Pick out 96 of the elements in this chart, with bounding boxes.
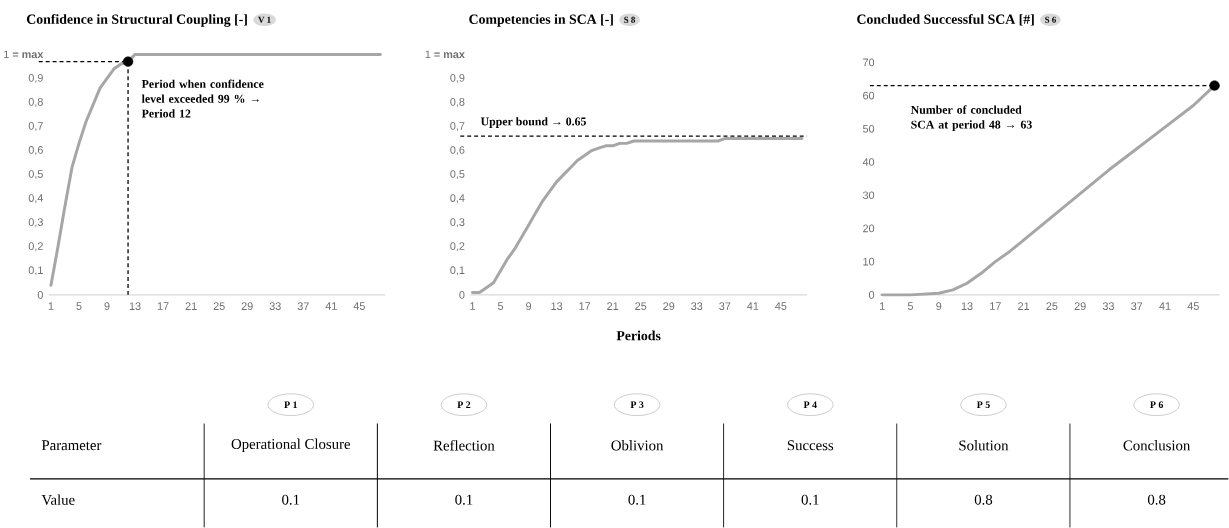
x-tick-label: 9: [104, 302, 110, 311]
x-tick-label: 25: [635, 302, 647, 311]
y-tick-label: 0,9: [450, 74, 465, 83]
x-tick-label: 33: [269, 302, 281, 311]
category-label: Solution: [959, 440, 1009, 451]
x-tick-label: 25: [213, 302, 225, 311]
x-tick-label: 37: [297, 302, 309, 311]
y-tick-label: 0,4: [450, 194, 465, 204]
chart-title: Competencies in SCA [-]: [469, 14, 613, 27]
y-tick-label: 1 = max: [4, 50, 44, 59]
x-tick-label: 41: [747, 302, 759, 310]
y-tick-label: 60: [863, 91, 875, 100]
y-tick-label: 0,1: [28, 266, 43, 276]
data-label: 0.8: [974, 494, 993, 505]
y-tick-label: 30: [862, 191, 875, 200]
y-tick-label: 1 = max: [425, 50, 465, 59]
y-tick-label: 70: [863, 58, 875, 67]
data-label: 0.1: [282, 494, 300, 505]
x-tick-label: 9: [526, 302, 532, 311]
y-tick-label: 0,4: [28, 194, 44, 204]
text: P 3: [630, 401, 644, 409]
y-tick-label: 0,5: [450, 170, 465, 180]
x-tick-label: 37: [1131, 302, 1143, 311]
text: P 2: [457, 401, 471, 409]
x-tick-label: 45: [775, 302, 787, 310]
category-label: Reflection: [433, 440, 495, 451]
text: P 6: [1150, 401, 1164, 409]
data-label: 0.1: [455, 494, 473, 505]
x-tick-label: 25: [1046, 302, 1058, 311]
category-label: Success: [787, 440, 834, 451]
chart-title: Concluded Successful SCA [#]: [857, 14, 1034, 26]
annotation: Period when confidence level exceeded 99 % → Period 12: [141, 79, 264, 118]
y-tick-label: 0,3: [28, 218, 43, 228]
x-tick-label: 5: [907, 302, 914, 310]
x-tick-label: 5: [497, 302, 504, 310]
chart-subtitle: S 6: [1045, 16, 1056, 23]
x-tick-label: 13: [551, 302, 563, 311]
x-tick-label: 1: [48, 302, 54, 310]
x-tick-label: 45: [353, 302, 365, 310]
y-tick-label: 0: [868, 291, 875, 299]
x-tick-label: 21: [607, 302, 619, 310]
chart-title: Confidence in Structural Coupling [-]: [26, 14, 247, 27]
x-tick-label: 9: [936, 302, 942, 311]
x-tick-label: 29: [663, 302, 675, 311]
text: P 4: [803, 401, 817, 408]
y-tick-label: 0,5: [28, 170, 43, 180]
category-label: Oblivion: [611, 440, 664, 451]
x-tick-label: 37: [719, 302, 731, 311]
y-tick-label: 0,7: [450, 122, 465, 132]
x-tick-label: 41: [325, 302, 337, 310]
text: P 5: [976, 401, 990, 409]
y-tick-label: 0,7: [28, 122, 43, 132]
x-tick-label: 1: [879, 302, 885, 310]
category-label: Parameter: [41, 440, 102, 451]
x-tick-label: 29: [241, 302, 253, 311]
y-tick-label: 40: [862, 158, 875, 166]
y-tick-label: 20: [863, 224, 875, 233]
text: P 1: [284, 401, 297, 409]
x-tick-label: 13: [129, 302, 141, 311]
data-label: 0.8: [1147, 494, 1166, 505]
y-tick-label: 0: [37, 291, 43, 299]
category-label: Operational Closure: [231, 438, 351, 453]
y-tick-label: 0,9: [28, 74, 43, 83]
category-label: Value: [41, 494, 75, 505]
x-axis-title: Periods: [616, 330, 661, 341]
x-tick-label: 21: [185, 302, 197, 310]
x-tick-label: 33: [691, 302, 703, 311]
y-tick-label: 0: [459, 291, 465, 299]
x-tick-label: 17: [157, 302, 169, 310]
chart-subtitle: S 8: [624, 16, 636, 23]
annotation: Number of concluded SCA at period 48 → 63: [910, 105, 1032, 132]
x-tick-label: 45: [1187, 302, 1199, 310]
x-tick-label: 29: [1074, 302, 1086, 311]
y-tick-label: 50: [862, 124, 875, 133]
y-tick-label: 10: [863, 257, 875, 266]
data-label: 0.1: [628, 494, 646, 505]
y-tick-label: 0,8: [28, 98, 43, 108]
x-tick-label: 21: [1018, 302, 1030, 310]
category-label: Conclusion: [1123, 440, 1191, 451]
x-tick-label: 17: [579, 302, 591, 310]
y-tick-label: 0,2: [28, 242, 43, 252]
chart-subtitle: V 1: [258, 16, 271, 23]
x-tick-label: 1: [470, 302, 475, 310]
y-tick-label: 0,3: [450, 218, 465, 228]
x-tick-label: 5: [76, 302, 82, 310]
y-tick-label: 0,1: [450, 266, 465, 276]
y-tick-label: 0,2: [450, 242, 465, 252]
data-label: 0.1: [801, 494, 819, 505]
y-tick-label: 0,6: [28, 146, 43, 156]
y-tick-label: 0,6: [450, 146, 465, 156]
ref-line-label: Upper bound → 0.65: [480, 117, 586, 128]
x-tick-label: 13: [961, 302, 973, 311]
x-tick-label: 41: [1159, 302, 1171, 310]
x-tick-label: 17: [990, 302, 1001, 310]
x-tick-label: 33: [1102, 302, 1115, 311]
y-tick-label: 0,8: [450, 98, 465, 108]
